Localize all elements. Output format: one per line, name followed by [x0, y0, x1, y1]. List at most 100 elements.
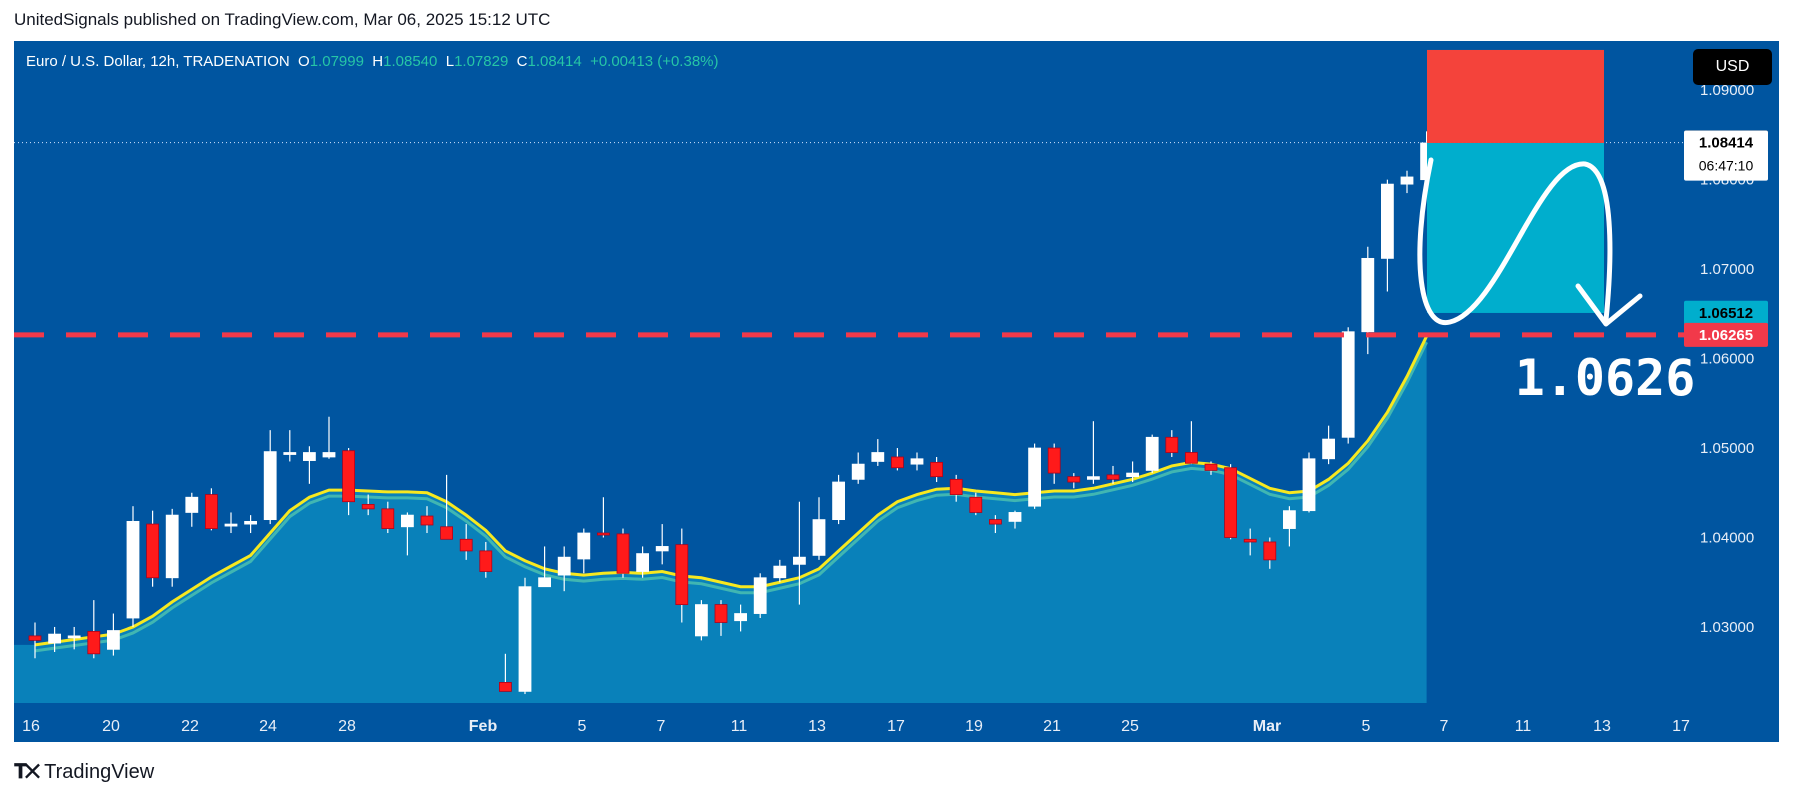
candle-body: [204, 494, 218, 529]
ma-secondary-line: [34, 341, 1428, 653]
candle-body: [1224, 467, 1237, 538]
x-tick-label: 11: [1515, 718, 1532, 735]
last-close-tag-bg: [1684, 130, 1768, 181]
x-tick-label: 25: [1121, 718, 1139, 735]
candle-body: [420, 515, 434, 526]
candle-body: [949, 478, 963, 495]
y-tick-label: 1.06000: [1700, 351, 1754, 368]
level-price-tag-bg: [1684, 322, 1768, 347]
x-tick-label: 20: [102, 718, 120, 735]
target-price-tag-text: 1.06512: [1699, 305, 1753, 322]
close-value: 1.08414: [527, 53, 582, 70]
y-tick-label: 1.03000: [1700, 619, 1754, 636]
candle-body: [910, 458, 924, 465]
x-tick-label: 21: [1043, 718, 1061, 735]
candle-body: [969, 496, 983, 513]
candle-body: [302, 452, 316, 461]
level-annotation-text: 1.0626: [1515, 349, 1696, 407]
candle-body: [1302, 458, 1316, 512]
x-tick-label: 16: [22, 718, 40, 735]
candle-body: [87, 631, 101, 655]
candle-body: [126, 520, 140, 619]
x-tick-label: 17: [887, 718, 905, 735]
candle-body: [655, 546, 669, 552]
candle-body: [597, 532, 610, 536]
candle-body: [812, 519, 826, 556]
x-tick-label: 7: [657, 718, 666, 735]
candle-body: [538, 577, 551, 588]
candle-body: [244, 520, 258, 525]
candle-body: [773, 565, 787, 579]
close-label: C: [516, 53, 528, 70]
candle-body: [459, 538, 473, 552]
change-value: +0.00413 (+0.38%): [590, 53, 719, 70]
tradingview-footer[interactable]: 𝐓✕ TradingView: [14, 761, 154, 784]
candle-body: [1087, 476, 1100, 480]
high-label: H: [372, 53, 384, 70]
currency-button[interactable]: USD: [1693, 49, 1772, 85]
y-tick-label: 1.07000: [1700, 261, 1754, 278]
level-price-tag-text: 1.06265: [1699, 327, 1753, 344]
candle-body: [479, 550, 493, 572]
candle-body: [342, 450, 356, 503]
candle-body: [67, 635, 81, 639]
candle-body: [322, 452, 336, 458]
candle-body: [224, 523, 238, 527]
candle-body: [577, 532, 591, 560]
low-label: L: [445, 53, 455, 70]
ma-area-fill: [14, 336, 1427, 703]
candle-body: [48, 633, 61, 644]
x-tick-label: 28: [338, 718, 356, 735]
candle-body: [753, 577, 767, 614]
candle-body: [832, 481, 845, 521]
drawn-curve: [1417, 157, 1613, 326]
x-tick-label: 24: [259, 718, 277, 735]
candle-body: [636, 553, 649, 572]
candle-body: [518, 586, 532, 692]
y-tick-label: 1.04000: [1700, 530, 1754, 547]
x-tick-label: Feb: [469, 718, 498, 735]
candle-body: [440, 526, 454, 540]
candle-body: [1047, 447, 1061, 474]
x-tick-label: 22: [181, 718, 199, 735]
candle-body: [1381, 183, 1394, 259]
candle-body: [146, 523, 160, 579]
candle-body: [1204, 463, 1218, 471]
candle-body: [381, 508, 395, 529]
x-tick-label: 11: [731, 718, 748, 735]
candle-body: [793, 556, 806, 565]
candle-body: [1067, 476, 1081, 483]
x-tick-label: 5: [1362, 718, 1371, 735]
y-tick-label: 1.05000: [1700, 440, 1754, 457]
open-label: O: [298, 53, 310, 70]
candle-body: [1263, 541, 1277, 561]
tradingview-logo-icon: 𝐓✕: [14, 761, 40, 783]
target-price-tag-bg: [1684, 300, 1768, 325]
stop-loss-zone: [1427, 49, 1604, 143]
candle-body: [734, 613, 747, 622]
x-tick-label: 5: [578, 718, 587, 735]
x-tick-label: 7: [1440, 718, 1449, 735]
candle-body: [361, 503, 375, 510]
candle-body: [263, 451, 277, 521]
last-close-tag-countdown: 06:47:10: [1699, 158, 1754, 174]
low-value: 1.07829: [454, 53, 509, 70]
candle-body: [400, 514, 414, 528]
candle-body: [930, 461, 943, 478]
candle-body: [616, 533, 630, 574]
candle-body: [557, 556, 571, 576]
candle-body: [871, 452, 885, 462]
candle-body: [1361, 257, 1375, 333]
y-tick-label: 1.09000: [1700, 82, 1754, 99]
candle-body: [1283, 510, 1296, 529]
candle-body: [1028, 447, 1041, 507]
candle-body: [1106, 474, 1120, 480]
x-tick-label: 13: [1593, 718, 1611, 735]
candle-body: [283, 452, 297, 455]
candle-body: [1008, 512, 1022, 522]
candle-body: [675, 544, 689, 605]
take-profit-zone: [1427, 142, 1604, 313]
candle-body: [891, 456, 904, 469]
candle-body: [1126, 472, 1139, 478]
